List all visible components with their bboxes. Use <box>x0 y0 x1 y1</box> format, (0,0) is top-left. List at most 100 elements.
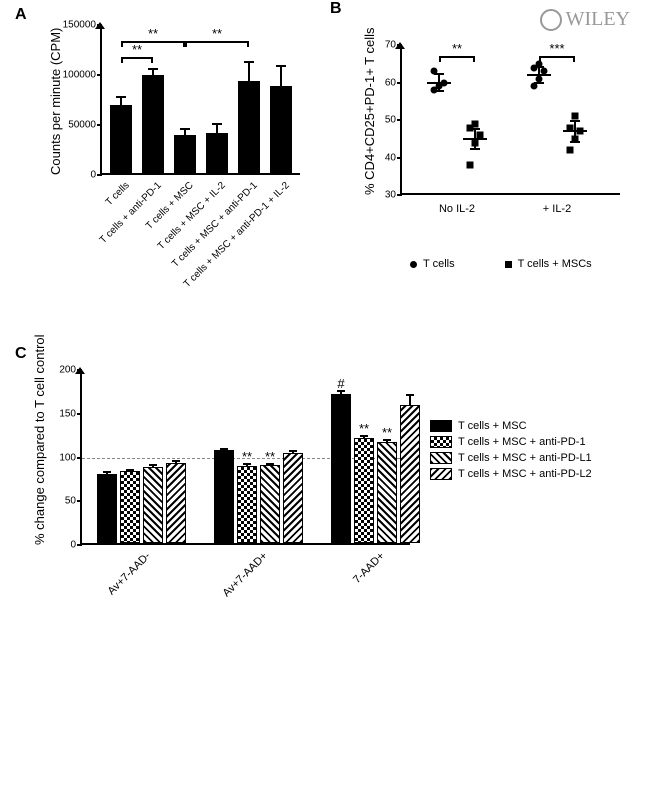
bar <box>237 466 257 543</box>
sig-text: ** <box>382 425 392 440</box>
ytick-mark <box>77 544 82 546</box>
bar <box>260 465 280 543</box>
legend-swatch <box>430 436 452 448</box>
legend-label: T cells + MSC <box>458 420 527 432</box>
legend-item: T cells <box>410 258 455 270</box>
ytick-mark <box>397 194 402 196</box>
error-bar <box>474 128 476 151</box>
chart-c-legend: T cells + MSC T cells + MSC + anti-PD-1 T … <box>430 420 592 484</box>
sig-bracket <box>439 56 475 62</box>
square-data-point <box>472 120 479 127</box>
error-bar <box>248 61 250 81</box>
legend-label: T cells + MSC + anti-PD-L2 <box>458 468 592 480</box>
error-bar <box>538 66 540 85</box>
bar <box>174 135 196 173</box>
bar <box>97 474 117 543</box>
error-bar <box>129 469 131 472</box>
ytick-mark <box>397 82 402 84</box>
legend-item: T cells + MSC + anti-PD-L1 <box>430 452 592 464</box>
circle-marker-icon <box>410 261 417 268</box>
bar <box>270 86 292 173</box>
bar <box>142 75 164 173</box>
bar <box>377 442 397 543</box>
square-data-point <box>467 162 474 169</box>
chart-a-ylabel: Counts per minute (CPM) <box>48 28 63 175</box>
legend-item: T cells + MSC + anti-PD-L2 <box>430 468 592 480</box>
xtick-label: T cells + MSC <box>76 180 196 300</box>
chart-b-legend: T cells T cells + MSCs <box>410 258 592 270</box>
chart-b-plot: 3040506070 No IL-2+ IL-2 ***** <box>400 45 620 195</box>
sig-bracket <box>185 41 249 47</box>
legend-swatch <box>430 468 452 480</box>
legend-swatch <box>430 420 452 432</box>
error-bar <box>292 450 294 453</box>
xtick-label: Av+7-AAD- <box>56 550 153 647</box>
panel-b-label: B <box>330 0 342 18</box>
ytick-mark <box>77 413 82 415</box>
bar <box>283 453 303 543</box>
sig-bracket <box>121 57 153 63</box>
square-data-point <box>572 113 579 120</box>
bar <box>354 438 374 543</box>
xtick-label: 7-AAD+ <box>125 550 387 812</box>
chart-a-plot: 050000100000150000 ****** <box>100 25 300 175</box>
bar <box>110 105 132 173</box>
error-bar <box>409 394 411 405</box>
error-bar <box>152 68 154 75</box>
sig-bracket <box>539 56 575 62</box>
xtick-label: + IL-2 <box>543 203 571 215</box>
bar <box>238 81 260 173</box>
error-bar <box>184 128 186 135</box>
bar <box>143 467 163 543</box>
chart-b-ylabel: % CD4+CD25+PD-1+ T cells <box>362 27 377 195</box>
bar <box>214 450 234 543</box>
ytick-mark <box>397 119 402 121</box>
error-bar <box>574 120 576 143</box>
ytick-mark <box>77 500 82 502</box>
sig-text: ** <box>212 26 222 41</box>
chart-a: 050000100000150000 ****** Counts per min… <box>30 15 310 315</box>
ytick-mark <box>397 157 402 159</box>
chart-c: ****#**** 050100150200 % change compared… <box>20 360 640 650</box>
sig-text: ** <box>359 421 369 436</box>
bar <box>206 133 228 173</box>
ytick-mark <box>97 74 102 76</box>
sig-text: *** <box>549 41 564 56</box>
error-bar <box>223 448 225 451</box>
error-bar <box>280 65 282 86</box>
square-data-point <box>567 147 574 154</box>
bar <box>400 405 420 543</box>
bar <box>166 463 186 544</box>
legend-label: T cells <box>423 258 455 270</box>
sig-text: # <box>337 376 344 391</box>
xtick-label: No IL-2 <box>439 203 475 215</box>
ytick-mark <box>97 24 102 26</box>
error-bar <box>120 96 122 105</box>
ytick-mark <box>77 369 82 371</box>
error-bar <box>175 460 177 463</box>
sig-text: ** <box>148 26 158 41</box>
legend-label: T cells + MSC + anti-PD-1 <box>458 436 586 448</box>
bar <box>120 471 140 543</box>
ytick-mark <box>97 174 102 176</box>
error-bar <box>438 73 440 92</box>
legend-label: T cells + MSCs <box>518 258 592 270</box>
panel-a-label: A <box>15 6 27 24</box>
legend-item: T cells + MSCs <box>505 258 592 270</box>
legend-swatch <box>430 452 452 464</box>
sig-text: ** <box>265 449 275 464</box>
bar <box>331 394 351 543</box>
ytick-mark <box>397 44 402 46</box>
ytick-mark <box>77 457 82 459</box>
sig-bracket <box>121 41 185 47</box>
error-bar <box>216 123 218 133</box>
chart-b: 3040506070 No IL-2+ IL-2 ***** % CD4+CD2… <box>350 15 640 285</box>
error-bar <box>106 471 108 474</box>
legend-item: T cells + MSC + anti-PD-1 <box>430 436 592 448</box>
error-bar <box>152 464 154 467</box>
chart-c-ylabel: % change compared to T cell control <box>32 334 47 545</box>
ytick-mark <box>97 124 102 126</box>
chart-c-plot: ****#**** 050100150200 <box>80 370 410 545</box>
square-marker-icon <box>505 261 512 268</box>
sig-text: ** <box>242 449 252 464</box>
